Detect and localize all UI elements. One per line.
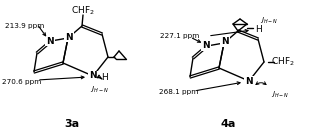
Text: 268.1 ppm: 268.1 ppm	[159, 89, 198, 95]
Text: CHF$_2$: CHF$_2$	[271, 56, 295, 68]
Text: 213.9 ppm: 213.9 ppm	[5, 23, 44, 29]
Text: N: N	[221, 38, 229, 46]
Text: 4a: 4a	[220, 119, 236, 129]
Text: $J_{H-N}$: $J_{H-N}$	[90, 85, 109, 95]
Text: 3a: 3a	[65, 119, 80, 129]
Text: N: N	[202, 42, 210, 51]
Text: N: N	[89, 72, 97, 81]
Text: $J_{H-N}$: $J_{H-N}$	[271, 90, 290, 100]
Text: CHF$_2$: CHF$_2$	[71, 5, 95, 17]
Text: N: N	[46, 36, 54, 46]
Text: N: N	[245, 77, 253, 85]
Text: H: H	[102, 74, 108, 83]
Text: 270.6 ppm: 270.6 ppm	[2, 79, 41, 85]
Text: N: N	[65, 33, 73, 42]
Text: H: H	[255, 25, 261, 34]
Text: $J_{H-N}$: $J_{H-N}$	[260, 16, 278, 26]
Text: 227.1 ppm: 227.1 ppm	[160, 33, 199, 39]
